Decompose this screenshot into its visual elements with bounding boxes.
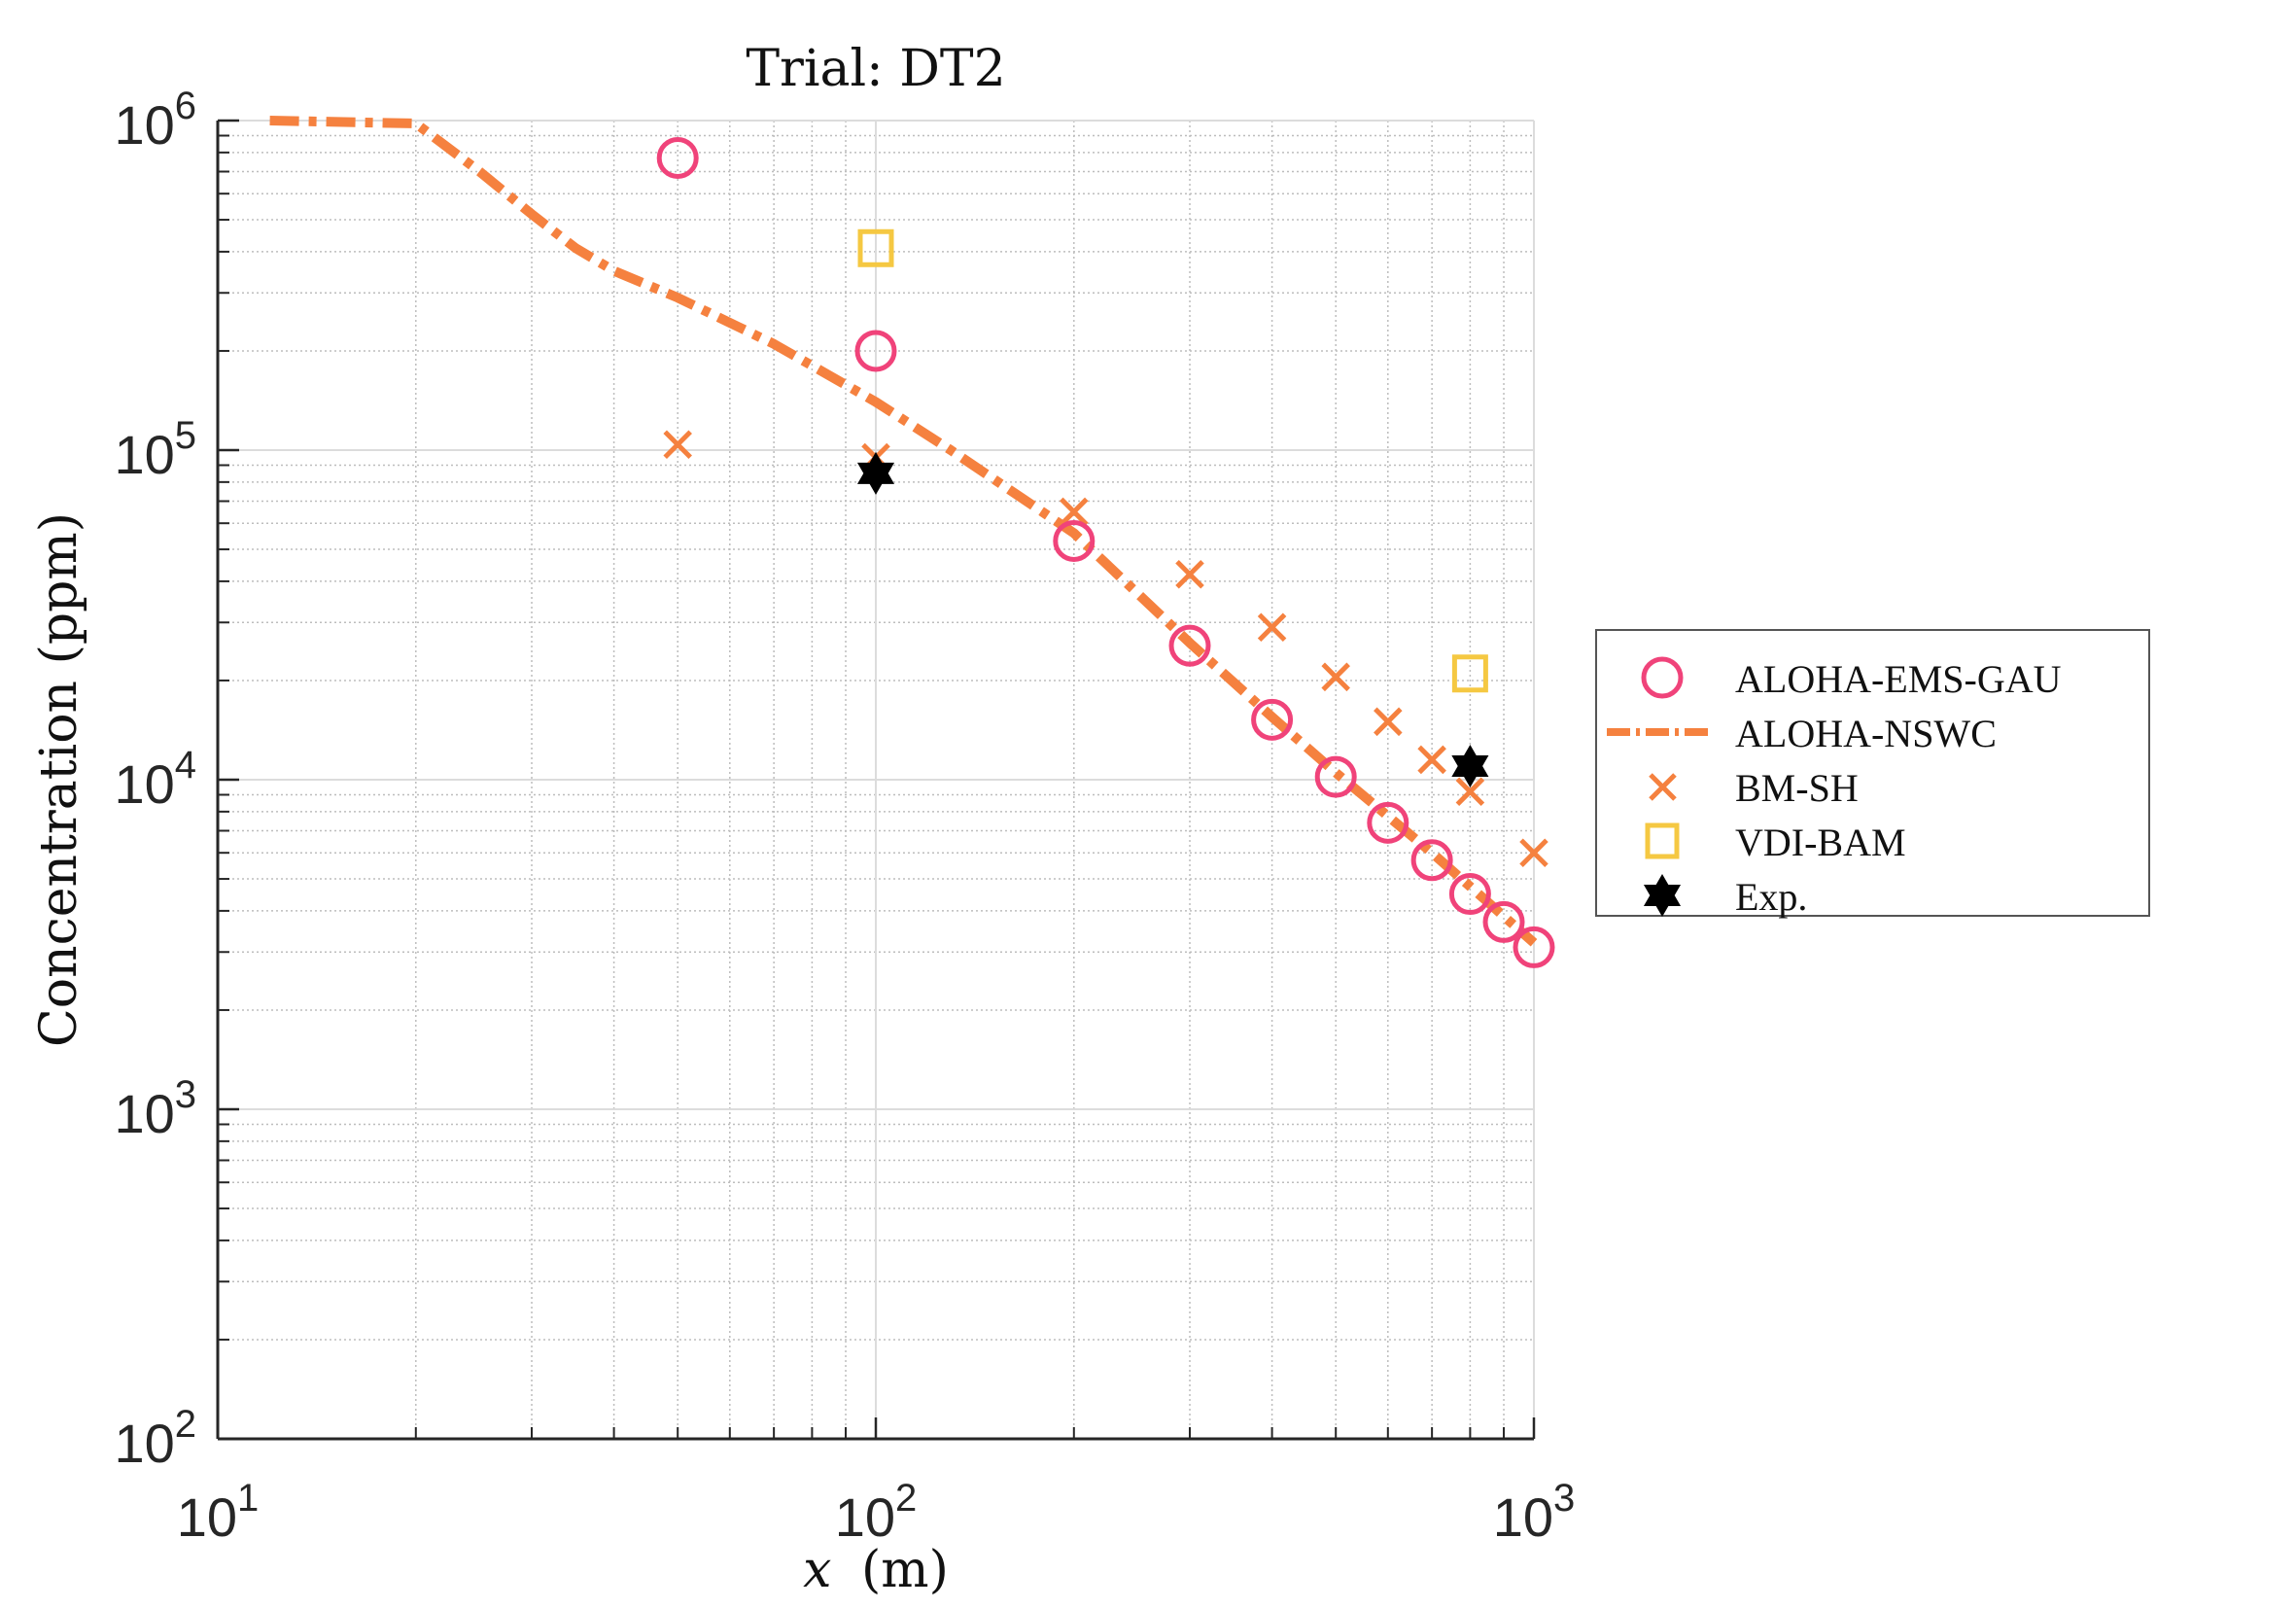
data-point-x — [1417, 745, 1446, 775]
x-tick-label: 101 — [177, 1477, 260, 1548]
data-point-circle — [1482, 900, 1525, 943]
data-point-hexagram — [856, 451, 895, 495]
y-tick-label: 105 — [114, 414, 196, 485]
series-layer — [269, 116, 1555, 968]
series-exp — [856, 451, 1489, 787]
legend-label: VDI-BAM — [1735, 821, 1906, 864]
legend-label: ALOHA-EMS-GAU — [1735, 657, 2062, 701]
data-point-x — [1321, 662, 1350, 692]
y-axis-label: Concentration (ppm) — [30, 512, 88, 1047]
data-point-circle — [1410, 839, 1453, 882]
y-tick-label: 104 — [114, 744, 196, 815]
hexagram-marker-icon — [1643, 874, 1682, 917]
data-point-square — [1451, 654, 1488, 693]
data-point-hexagram — [1451, 744, 1489, 787]
series-aloha-nswc — [269, 116, 1538, 947]
data-point-circle — [854, 330, 897, 372]
series-aloha-ems-gau — [656, 136, 1555, 968]
legend-item-vdi-bam: VDI-BAM — [1597, 814, 2148, 868]
svg-text:x (m): x (m) — [803, 1541, 949, 1599]
data-point-square — [857, 228, 894, 267]
y-tick-label: 103 — [114, 1073, 196, 1144]
data-point-circle — [1448, 873, 1491, 916]
x-axis-label-unit: (m) — [861, 1541, 949, 1599]
x-tick-label: 103 — [1493, 1477, 1576, 1548]
data-point-x — [1455, 777, 1485, 807]
x-tick-label: 102 — [835, 1477, 918, 1548]
legend-label: ALOHA-NSWC — [1735, 712, 1997, 755]
y-tick-labels: 102 103 104 105 106 — [114, 85, 196, 1474]
x-marker-icon — [1649, 773, 1677, 801]
data-point-circle — [1314, 755, 1357, 798]
data-point-circle — [1513, 926, 1555, 968]
square-marker-icon — [1645, 822, 1680, 859]
legend-item-aloha-nswc: ALOHA-NSWC — [1597, 705, 2148, 759]
legend-label: Exp. — [1735, 875, 1808, 919]
data-point-x — [1175, 559, 1204, 589]
x-axis-label: x (m) — [803, 1541, 949, 1599]
data-point-circle — [1251, 698, 1294, 741]
series-vdi-bam — [857, 228, 1488, 693]
series-line-aloha-nswc — [269, 116, 1538, 947]
x-axis-label-var: x — [803, 1541, 831, 1599]
y-tick-label: 102 — [114, 1403, 196, 1474]
data-point-circle — [1367, 801, 1409, 844]
legend-item-exp: Exp. — [1597, 868, 2148, 923]
data-point-x — [663, 430, 692, 459]
chart-title: Trial: DT2 — [746, 40, 1005, 98]
legend: ALOHA-EMS-GAU ALOHA-NSWC BM-SH VDI-BAM E… — [1595, 629, 2150, 919]
data-point-x — [1374, 707, 1403, 737]
data-point-x — [1519, 838, 1548, 867]
x-tick-labels: 101 102 103 — [177, 1477, 1576, 1548]
data-point-x — [1257, 612, 1287, 643]
data-point-x — [1060, 497, 1089, 527]
y-tick-label: 106 — [114, 85, 196, 156]
data-point-circle — [1168, 624, 1211, 667]
legend-label: BM-SH — [1735, 766, 1859, 810]
circle-marker-icon — [1641, 656, 1684, 699]
legend-item-aloha-ems-gau: ALOHA-EMS-GAU — [1597, 650, 2148, 705]
data-point-circle — [1053, 519, 1096, 562]
legend-item-bm-sh: BM-SH — [1597, 759, 2148, 814]
series-bm-sh — [663, 430, 1548, 867]
dash-dot-line-icon — [1607, 728, 1712, 736]
axes — [216, 119, 1536, 1441]
data-point-circle — [656, 136, 699, 179]
